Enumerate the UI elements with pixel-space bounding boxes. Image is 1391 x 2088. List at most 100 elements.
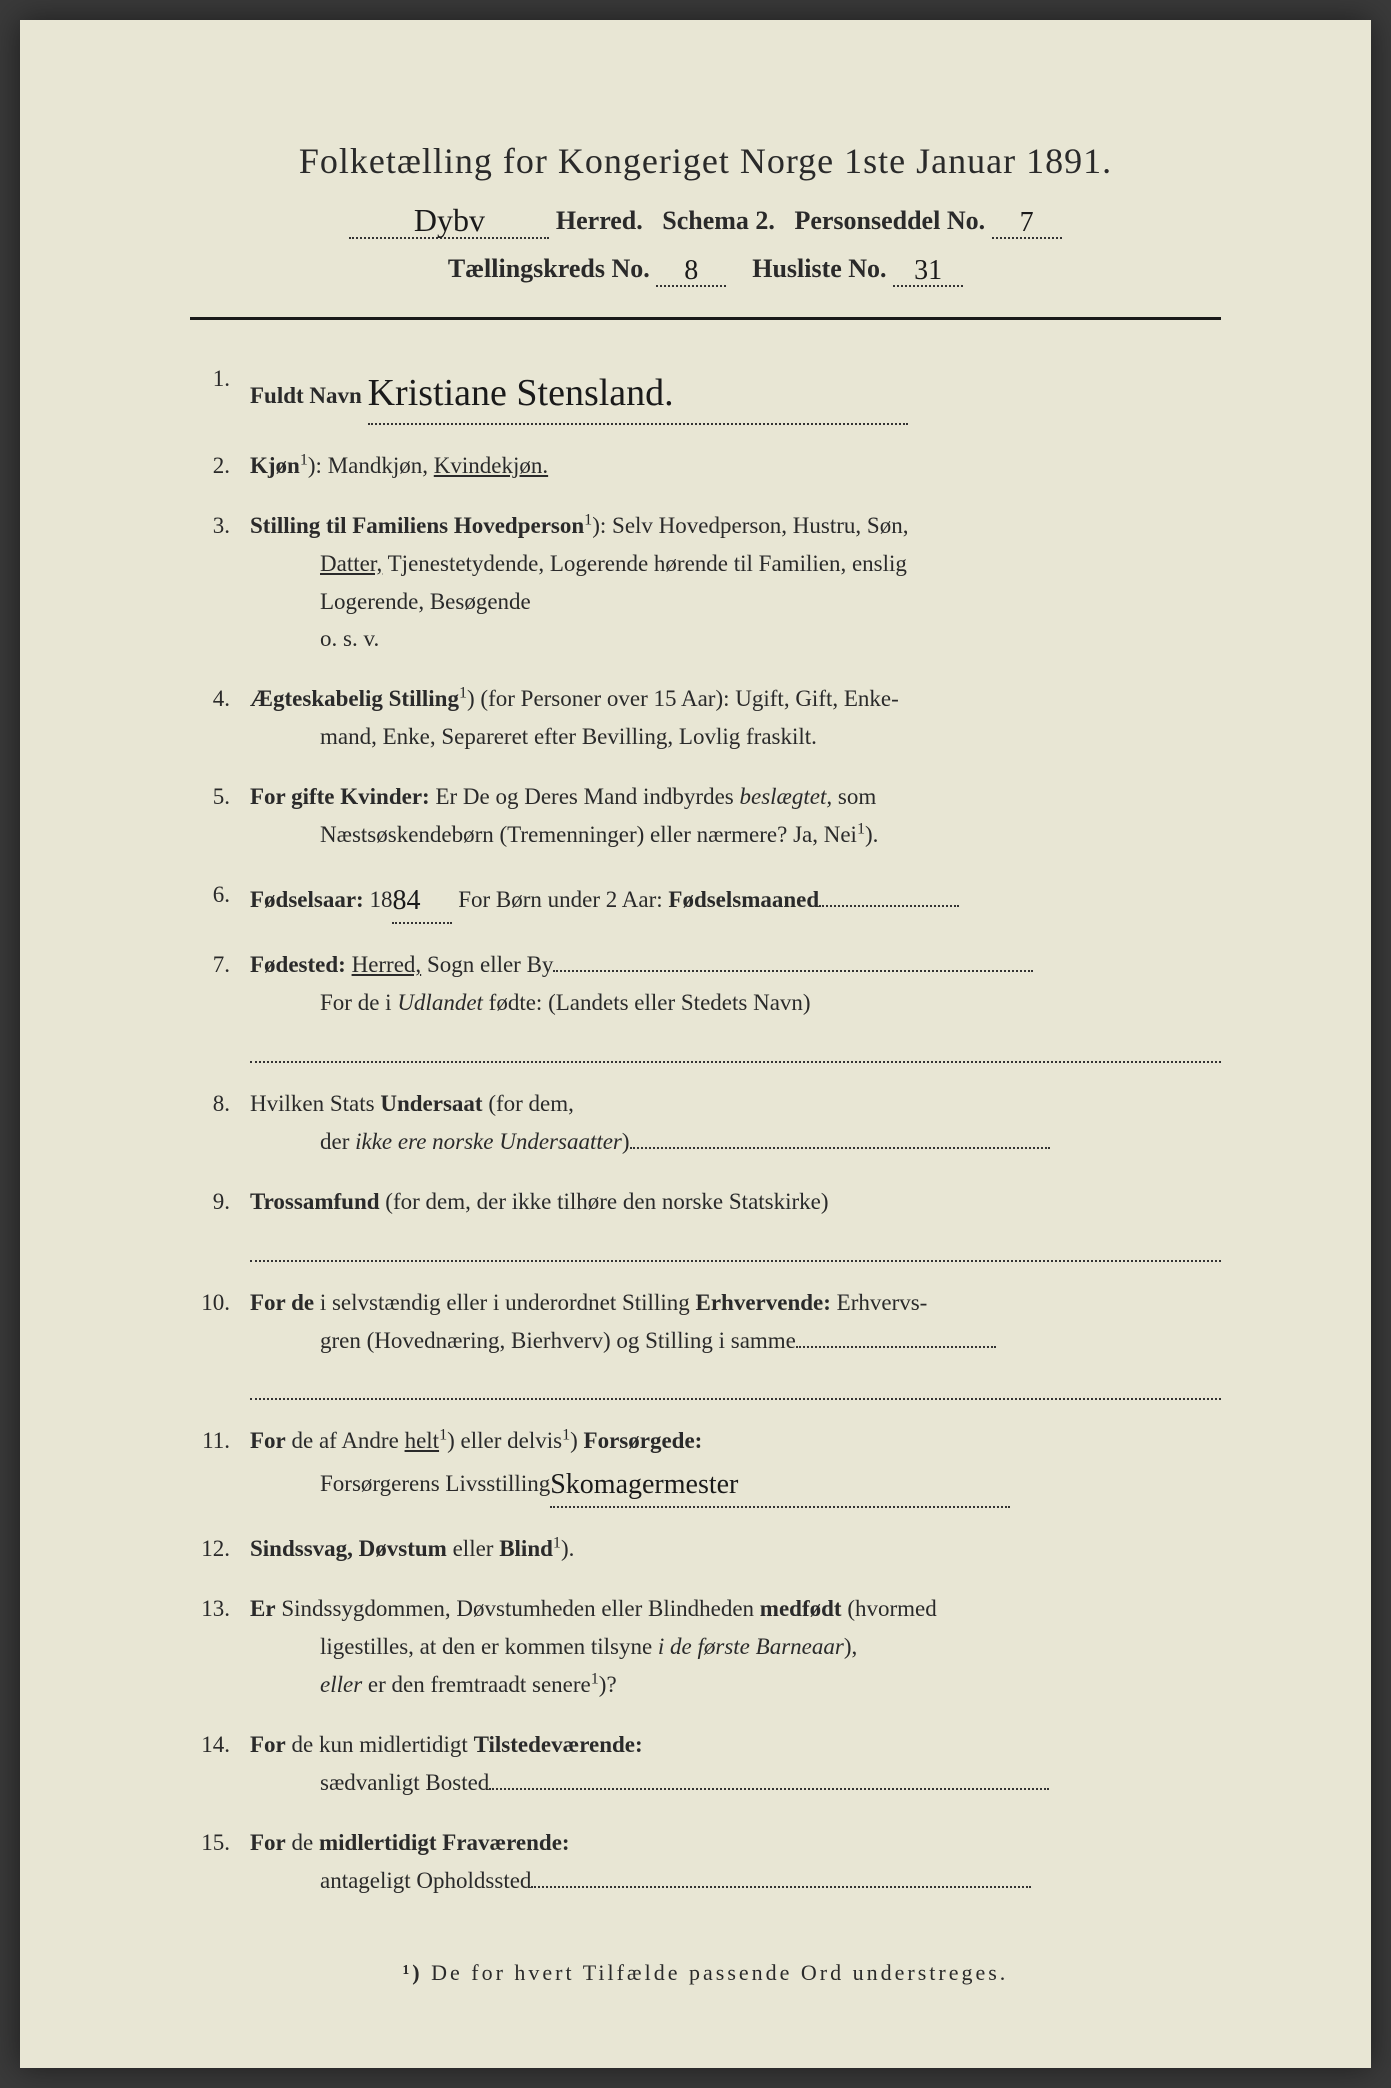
livsstilling-hw: Skomagermester	[550, 1462, 738, 1508]
item-1: 1. Fuldt Navn Kristiane Stensland.	[190, 360, 1221, 425]
item-9: 9. Trossamfund (for dem, der ikke tilhør…	[190, 1183, 1221, 1262]
line2a: der	[320, 1129, 355, 1154]
label: Fødested:	[250, 952, 346, 977]
kreds-label: Tællingskreds No.	[448, 254, 650, 283]
line1a: Selv Hovedperson, Hustru, Søn,	[612, 513, 908, 538]
text: Sogn eller By	[421, 952, 553, 977]
dotted	[489, 1788, 1049, 1790]
item-num: 9.	[190, 1183, 250, 1221]
indent: Forsørgerens LivsstillingSkomagermester	[250, 1460, 1221, 1508]
census-form-page: Folketælling for Kongeriget Norge 1ste J…	[20, 20, 1371, 2068]
mid: For Børn under 2 Aar:	[452, 887, 668, 912]
line1b: Tjenestetydende, Logerende hørende til F…	[382, 551, 907, 576]
dotted	[630, 1147, 1050, 1149]
item-num: 13.	[190, 1590, 250, 1628]
item-num: 12.	[190, 1530, 250, 1568]
line2: Logerende, Besøgende	[320, 589, 531, 614]
text2: eller delvis	[455, 1428, 562, 1453]
line2: For de i	[320, 990, 397, 1015]
item-body: Trossamfund (for dem, der ikke tilhøre d…	[250, 1183, 1221, 1262]
item-5: 5. For gifte Kvinder: Er De og Deres Man…	[190, 778, 1221, 854]
label: Fuldt Navn	[250, 383, 362, 408]
label: Ægteskabelig Stilling	[250, 686, 459, 711]
line3: o. s. v.	[320, 626, 379, 651]
livsstilling-field: Skomagermester	[550, 1460, 1010, 1508]
bold: Undersaat	[380, 1091, 482, 1116]
item-14: 14. For de kun midlertidigt Tilstedevære…	[190, 1726, 1221, 1802]
text: de kun midlertidigt	[286, 1732, 474, 1757]
item-body: Sindssvag, Døvstum eller Blind1).	[250, 1530, 1221, 1568]
item-10: 10. For de i selvstændig eller i underor…	[190, 1284, 1221, 1401]
bold2: midlertidigt Fraværende:	[319, 1830, 570, 1855]
label: Kjøn	[250, 453, 300, 478]
herred-field: Dybv	[349, 200, 549, 239]
bold: For	[250, 1732, 286, 1757]
sup: 1	[553, 1535, 561, 1552]
item-11: 11. For de af Andre helt1) eller delvis1…	[190, 1422, 1221, 1508]
line2b: ),	[844, 1634, 857, 1659]
ital: ikke ere norske Undersaatter	[355, 1129, 622, 1154]
text2: Erhvervs-	[831, 1290, 927, 1315]
u1: helt	[405, 1428, 440, 1453]
dotted	[796, 1346, 996, 1348]
line3b: er den fremtraadt senere	[362, 1672, 591, 1697]
husliste-hw: 31	[914, 255, 942, 287]
indent: gren (Hovednæring, Bierhverv) og Stillin…	[250, 1322, 1221, 1360]
dotted-full	[250, 1363, 1221, 1400]
divider	[190, 317, 1221, 320]
indent: der ikke ere norske Undersaatter)	[250, 1123, 1221, 1161]
name-hw: Kristiane Stensland.	[368, 362, 674, 425]
indent: Næstsøskendebørn (Tremenninger) eller næ…	[250, 816, 1221, 854]
bold: Er	[250, 1596, 276, 1621]
bold2: medfødt	[760, 1596, 842, 1621]
sup: 1	[591, 1671, 599, 1688]
text1: Sindssygdommen, Døvstumheden eller Blind…	[276, 1596, 760, 1621]
dotted-full	[250, 1225, 1221, 1262]
item-num: 14.	[190, 1726, 250, 1764]
line2: gren (Hovednæring, Bierhverv) og Stillin…	[320, 1328, 796, 1353]
item-12: 12. Sindssvag, Døvstum eller Blind1).	[190, 1530, 1221, 1568]
indent: For de i Udlandet fødte: (Landets eller …	[250, 984, 1221, 1022]
line2: mand, Enke, Separeret efter Bevilling, L…	[250, 718, 1221, 756]
sup: 1	[459, 685, 467, 702]
name-field: Kristiane Stensland.	[368, 360, 908, 425]
item-num: 1.	[190, 360, 250, 398]
item-15: 15. For de midlertidigt Fraværende: anta…	[190, 1824, 1221, 1900]
item-num: 7.	[190, 946, 250, 984]
ital: i de første Barneaar	[658, 1634, 844, 1659]
line2b: )	[622, 1129, 630, 1154]
sup: 1	[857, 821, 865, 838]
personseddel-field: 7	[992, 205, 1062, 239]
text: de	[286, 1830, 319, 1855]
line2a: ligestilles, at den er kommen tilsyne	[320, 1634, 658, 1659]
text1: de af Andre	[286, 1428, 405, 1453]
bold2: Erhvervende:	[695, 1290, 830, 1315]
line2: Forsørgerens Livsstilling	[320, 1471, 550, 1496]
item-num: 4.	[190, 680, 250, 718]
item-body: For de kun midlertidigt Tilstedeværende:…	[250, 1726, 1221, 1802]
kreds-hw: 8	[684, 255, 698, 287]
dotted	[553, 970, 1033, 972]
label: For gifte Kvinder:	[250, 784, 430, 809]
label2: Fødselsmaaned	[668, 887, 819, 912]
footnote-text: De for hvert Tilfælde passende Ord under…	[431, 1960, 1008, 1985]
item-8: 8. Hvilken Stats Undersaat (for dem, der…	[190, 1085, 1221, 1161]
bold2: Tilstedeværende:	[474, 1732, 643, 1757]
kreds-field: 8	[656, 253, 726, 287]
item-num: 8.	[190, 1085, 250, 1123]
text2: som	[832, 784, 876, 809]
bold2: Forsørgede:	[578, 1428, 703, 1453]
item-body: Ægteskabelig Stilling1) (for Personer ov…	[250, 680, 1221, 756]
underlined: Datter,	[320, 551, 382, 576]
text: eller	[447, 1536, 499, 1561]
line2: sædvanligt Bosted	[320, 1770, 489, 1795]
bold1: For	[250, 1428, 286, 1453]
underlined: Herred,	[352, 952, 422, 977]
ital: Udlandet	[397, 990, 483, 1015]
label: Sindssvag, Døvstum	[250, 1536, 447, 1561]
item-body: Fødested: Herred, Sogn eller By For de i…	[250, 946, 1221, 1063]
item-13: 13. Er Sindssygdommen, Døvstumheden elle…	[190, 1590, 1221, 1704]
husliste-field: 31	[893, 253, 963, 287]
dotted	[531, 1886, 1031, 1888]
item-3: 3. Stilling til Familiens Hovedperson1):…	[190, 507, 1221, 659]
